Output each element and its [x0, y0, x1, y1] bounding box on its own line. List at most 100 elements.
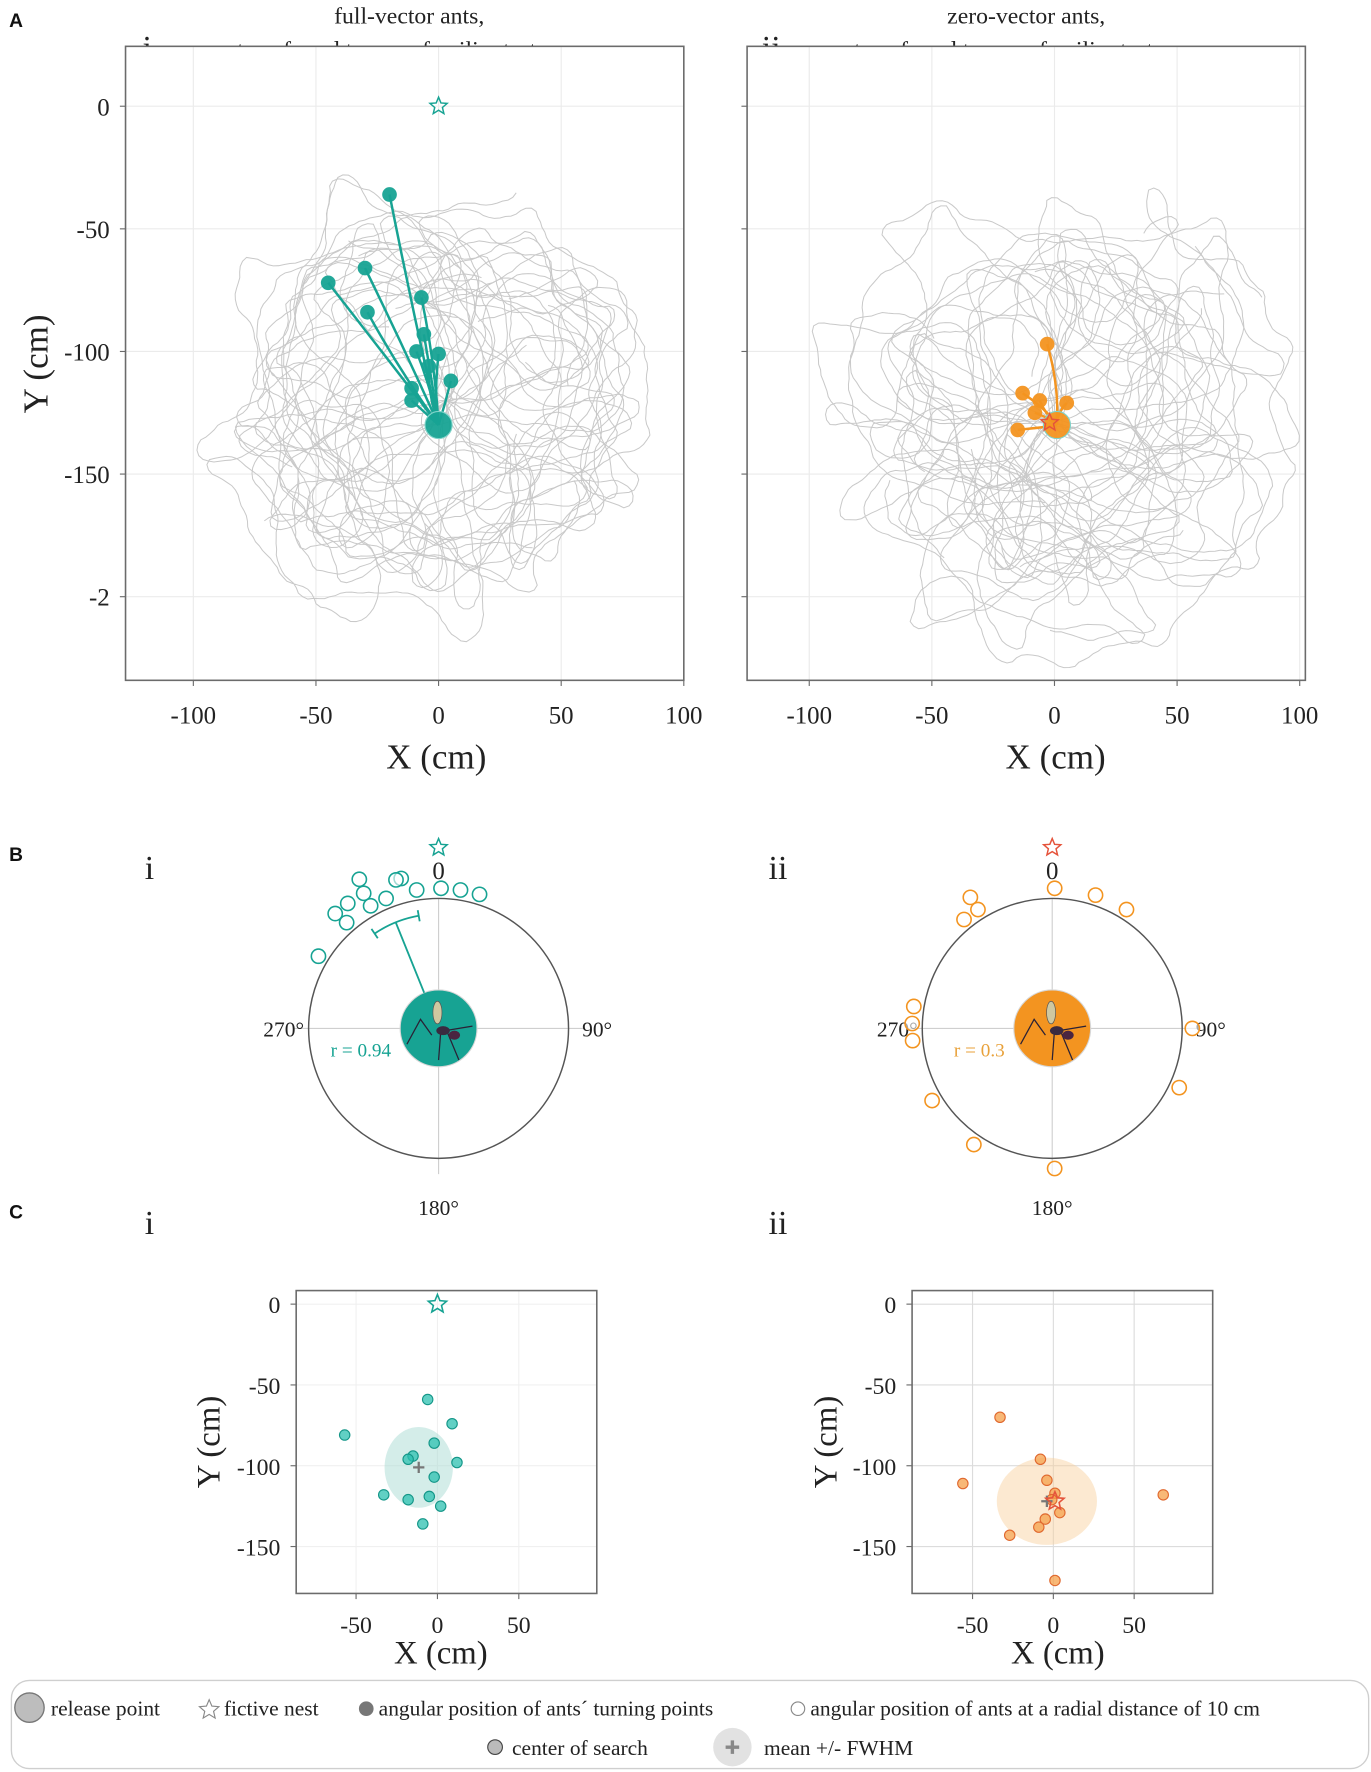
legend-radial-10cm: angular position of ants at a radial dis…: [810, 1696, 1260, 1720]
y-tick-label: -150: [853, 1536, 896, 1562]
search-trajectory: [839, 216, 1179, 644]
search-trajectory: [252, 223, 532, 583]
radial-position-marker: [956, 911, 972, 928]
confidence-arc-cap: [416, 910, 421, 922]
panel-label-c: C: [9, 1202, 23, 1223]
center-of-search-marker: [1157, 1489, 1170, 1501]
ant-legs: [1020, 1018, 1087, 1061]
search-trajectory: [294, 273, 591, 552]
radial-position-marker: [388, 871, 404, 888]
fictive-nest-star-icon: [1039, 411, 1061, 432]
plot-background: [747, 46, 1306, 681]
angle-label-180: 180°: [418, 1196, 459, 1220]
turning-point-marker: [1015, 385, 1030, 401]
turning-point-marker: [1027, 405, 1043, 421]
panel-cii-plot: -50 0 50 0 -50 -100 -150: [853, 1289, 1214, 1639]
center-of-search-marker: [446, 1417, 458, 1430]
turning-point-marker: [1059, 395, 1075, 411]
y-tick-label: -50: [249, 1374, 281, 1400]
radial-position-marker: [904, 1032, 921, 1049]
radial-position-marker: [362, 897, 379, 914]
y-tick-label: -100: [853, 1455, 896, 1481]
x-tick-label: 50: [1122, 1613, 1146, 1639]
plot-background: [296, 1290, 597, 1594]
ant-gaster: [1046, 1000, 1056, 1025]
plot-frame: [124, 45, 685, 682]
mean-vector-length-label: r = 0.94: [331, 1041, 392, 1062]
center-of-search-marker: [417, 1518, 429, 1530]
search-trajectory: [963, 259, 1211, 585]
unit-circle: [307, 897, 570, 1160]
legend: release point fictive nest angular posit…: [10, 1679, 1370, 1770]
angle-label-0: 0: [1046, 858, 1058, 885]
search-trajectory: [887, 235, 1068, 559]
search-trajectory: [235, 247, 640, 593]
turning-point-marker: [404, 380, 419, 396]
radial-position-marker: [1046, 880, 1063, 897]
radial-position-marker: [1171, 1079, 1188, 1096]
release-point-legend-icon: [14, 1692, 45, 1723]
radial-position-marker: [1046, 1160, 1063, 1177]
panel-ai-title-line1: full-vector ants,: [334, 4, 484, 30]
search-trajectory: [896, 382, 1180, 575]
radial-position-marker: [433, 880, 449, 897]
radial-position-marker: [338, 914, 355, 931]
legend-turning-points: angular position of ants´ turning points: [379, 1696, 714, 1720]
radial-position-marker: [471, 886, 488, 903]
center-of-search-legend-icon: [487, 1739, 503, 1756]
y-tick-label: -100: [64, 340, 110, 367]
x-tick-label: 100: [1281, 702, 1318, 729]
center-of-search-marker: [1034, 1453, 1047, 1466]
search-trajectory: [880, 260, 1254, 522]
release-point-marker: [1042, 410, 1072, 440]
y-tick-label: -150: [64, 462, 110, 489]
plot-background: [912, 1290, 1213, 1594]
center-of-search-marker: [957, 1477, 969, 1490]
search-trajectory: [294, 230, 631, 589]
radial-position-marker: [1118, 901, 1135, 918]
x-tick-label: 50: [549, 702, 574, 729]
radial-position-marker: [351, 871, 368, 888]
subpanel-label-bii: ii: [769, 850, 788, 887]
center-of-search-marker: [451, 1456, 463, 1469]
panel-cii-xlabel: X (cm): [1011, 1636, 1105, 1672]
y-tick-label: -50: [865, 1374, 897, 1400]
angle-label-180: 180°: [1032, 1196, 1073, 1220]
search-trajectory: [893, 261, 1217, 581]
turning-point-path: [363, 267, 440, 426]
panel-label-b: B: [9, 845, 23, 866]
panel-ai-ylabel: Y (cm): [17, 314, 56, 413]
confidence-arc: [374, 914, 419, 935]
radial-position-marker: [924, 1092, 941, 1109]
fictive-nest-star-icon: [428, 95, 449, 116]
ant-icon: [406, 1000, 473, 1061]
panel-ci-plot: -50 0 50 0 -50 -100 -150: [237, 1289, 598, 1639]
ant-head: [448, 1030, 461, 1040]
angle-label-0: 0: [432, 858, 444, 885]
center-of-search-marker: [402, 1453, 414, 1466]
radial-position-marker: [1184, 1020, 1201, 1037]
x-tick-label: -100: [786, 702, 832, 729]
subpanel-label-bi: i: [145, 850, 154, 887]
search-trajectory: [291, 314, 640, 523]
search-trajectory: [847, 205, 1300, 506]
y-tick-label: 0: [884, 1293, 896, 1319]
x-tick-label: 50: [507, 1613, 531, 1639]
radial-position-marker: [1087, 887, 1104, 904]
legend-fictive-nest: fictive nest: [224, 1696, 319, 1720]
search-trajectory: [912, 293, 1205, 579]
radial-position-marker: [378, 890, 394, 907]
search-trajectory: [257, 256, 633, 592]
x-tick-label: 50: [1165, 702, 1190, 729]
panel-label-a: A: [9, 11, 23, 32]
turning-point-marker: [360, 304, 375, 320]
search-trajectory: [973, 268, 1178, 587]
unit-circle: [921, 897, 1183, 1160]
plot-background: [125, 46, 684, 681]
center-of-search-marker: [1049, 1574, 1061, 1587]
plot-frame: [911, 1289, 1214, 1595]
search-trajectory: [912, 273, 1164, 606]
turning-point-marker: [421, 358, 437, 374]
x-tick-label: -50: [299, 702, 332, 729]
